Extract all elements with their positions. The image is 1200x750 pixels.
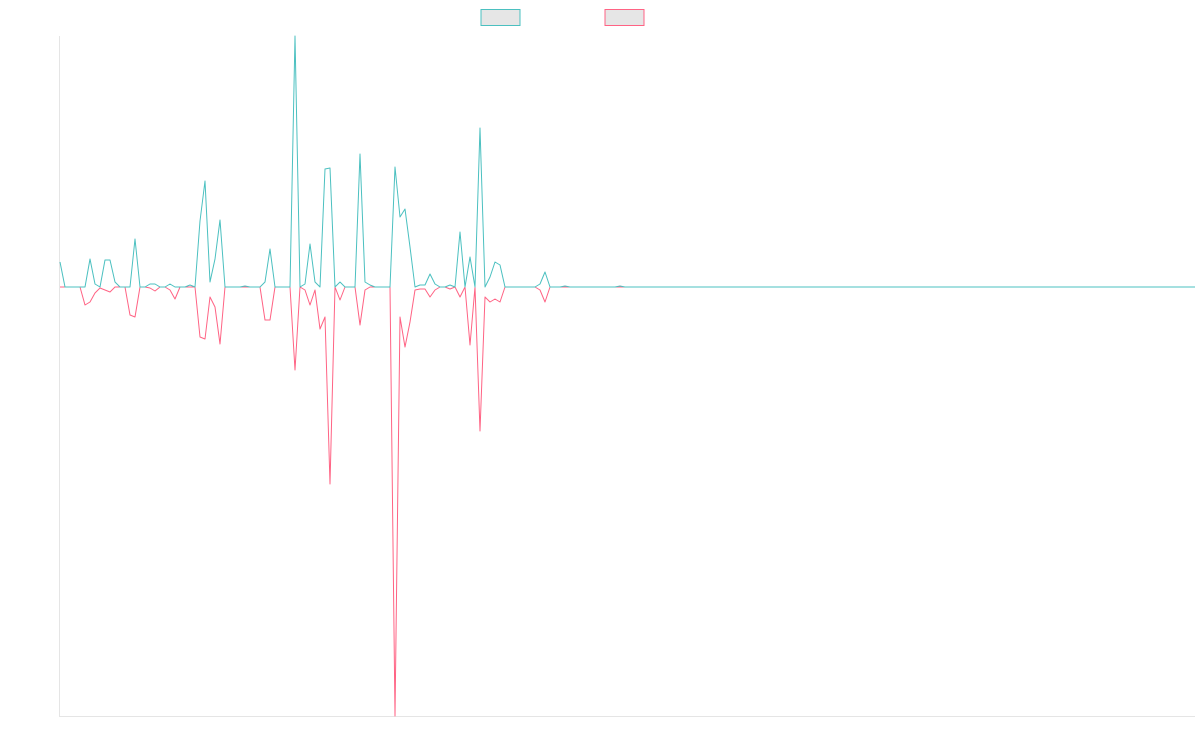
legend-swatch: [604, 9, 645, 26]
series-line: [59, 35, 1195, 288]
legend-swatch: [480, 9, 521, 26]
series-line: [60, 286, 1195, 717]
